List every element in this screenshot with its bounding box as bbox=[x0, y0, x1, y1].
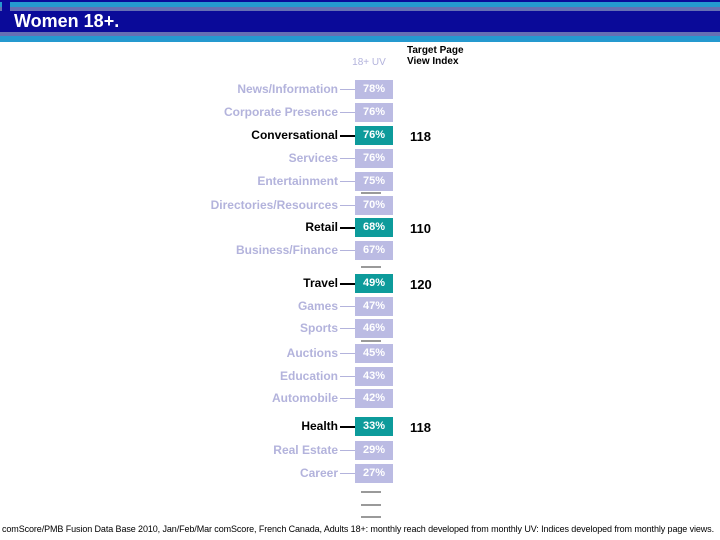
header-stripe-cyan-top bbox=[0, 2, 720, 7]
bar-business-finance: 67% bbox=[355, 241, 393, 260]
leader-line-conversational bbox=[340, 135, 355, 137]
header-stripe-cyan-bottom bbox=[0, 36, 720, 42]
bar-sports: 46% bbox=[355, 319, 393, 338]
category-label-entertainment: Entertainment bbox=[257, 174, 338, 188]
index-value-conversational: 118 bbox=[410, 129, 431, 144]
bar-automobile: 42% bbox=[355, 389, 393, 408]
category-label-health: Health bbox=[301, 419, 338, 433]
index-value-retail: 110 bbox=[410, 221, 431, 236]
bar-education: 43% bbox=[355, 367, 393, 386]
category-label-business-finance: Business/Finance bbox=[235, 243, 338, 257]
index-value-health: 118 bbox=[410, 420, 431, 435]
leader-line-health bbox=[340, 426, 355, 428]
bar-health: 33% bbox=[355, 417, 393, 436]
leader-line-directories-resources bbox=[340, 205, 355, 206]
header-corner-block bbox=[2, 0, 10, 32]
page-title: Women 18+. bbox=[14, 11, 120, 31]
leader-line-entertainment bbox=[340, 181, 355, 182]
leader-line-services bbox=[340, 158, 355, 159]
category-label-sports: Sports bbox=[299, 321, 338, 335]
column-header-index: Target Page View Index bbox=[407, 45, 464, 67]
leader-line-sports bbox=[340, 328, 355, 329]
unlabeled-dash-mark-4 bbox=[361, 491, 381, 493]
category-label-travel: Travel bbox=[303, 276, 338, 290]
header-stripe-purple-top bbox=[0, 7, 720, 11]
leader-line-auctions bbox=[340, 353, 355, 354]
leader-line-retail bbox=[340, 227, 355, 229]
source-note: comScore/PMB Fusion Data Base 2010, Jan/… bbox=[2, 524, 714, 534]
category-label-directories-resources: Directories/Resources bbox=[210, 198, 338, 212]
unlabeled-dash-mark-6 bbox=[361, 516, 381, 518]
column-header-index-line2: View Index bbox=[407, 56, 459, 67]
column-header-uv: 18+ UV bbox=[352, 57, 386, 68]
leader-line-corporate-presence bbox=[340, 112, 355, 113]
leader-line-career bbox=[340, 473, 355, 474]
bar-retail: 68% bbox=[355, 218, 393, 237]
category-label-automobile: Automobile bbox=[272, 391, 338, 405]
leader-line-automobile bbox=[340, 398, 355, 399]
bar-career: 27% bbox=[355, 464, 393, 483]
leader-line-education bbox=[340, 376, 355, 377]
unlabeled-dash-mark-1 bbox=[361, 192, 381, 194]
bar-directories-resources: 70% bbox=[355, 196, 393, 215]
bar-travel: 49% bbox=[355, 274, 393, 293]
header-top-line bbox=[0, 0, 720, 2]
category-label-real-estate: Real Estate bbox=[273, 443, 338, 457]
bar-entertainment: 75% bbox=[355, 172, 393, 191]
slide-header: Women 18+. bbox=[0, 0, 720, 42]
unlabeled-dash-mark-2 bbox=[361, 266, 381, 268]
category-label-corporate-presence: Corporate Presence bbox=[223, 105, 338, 119]
bar-services: 76% bbox=[355, 149, 393, 168]
category-label-games: Games bbox=[297, 299, 338, 313]
leader-line-news-information bbox=[340, 89, 355, 90]
leader-line-travel bbox=[340, 283, 355, 285]
leader-line-real-estate bbox=[340, 450, 355, 451]
unlabeled-dash-mark-5 bbox=[361, 504, 381, 506]
title-bar bbox=[0, 11, 720, 32]
category-label-auctions: Auctions bbox=[286, 346, 338, 360]
category-label-conversational: Conversational bbox=[251, 128, 338, 142]
column-header-index-line1: Target Page bbox=[407, 45, 464, 56]
index-value-travel: 120 bbox=[410, 277, 432, 292]
bar-real-estate: 29% bbox=[355, 441, 393, 460]
bar-auctions: 45% bbox=[355, 344, 393, 363]
bar-games: 47% bbox=[355, 297, 393, 316]
category-label-retail: Retail bbox=[305, 220, 338, 234]
category-label-education: Education bbox=[279, 369, 338, 383]
category-label-career: Career bbox=[299, 466, 338, 480]
bar-conversational: 76% bbox=[355, 126, 393, 145]
bar-corporate-presence: 76% bbox=[355, 103, 393, 122]
bar-news-information: 78% bbox=[355, 80, 393, 99]
leader-line-business-finance bbox=[340, 250, 355, 251]
category-label-news-information: News/Information bbox=[237, 82, 338, 96]
header-stripe-purple-bottom bbox=[0, 32, 720, 36]
unlabeled-dash-mark-3 bbox=[361, 340, 381, 342]
category-label-services: Services bbox=[288, 151, 338, 165]
leader-line-games bbox=[340, 306, 355, 307]
